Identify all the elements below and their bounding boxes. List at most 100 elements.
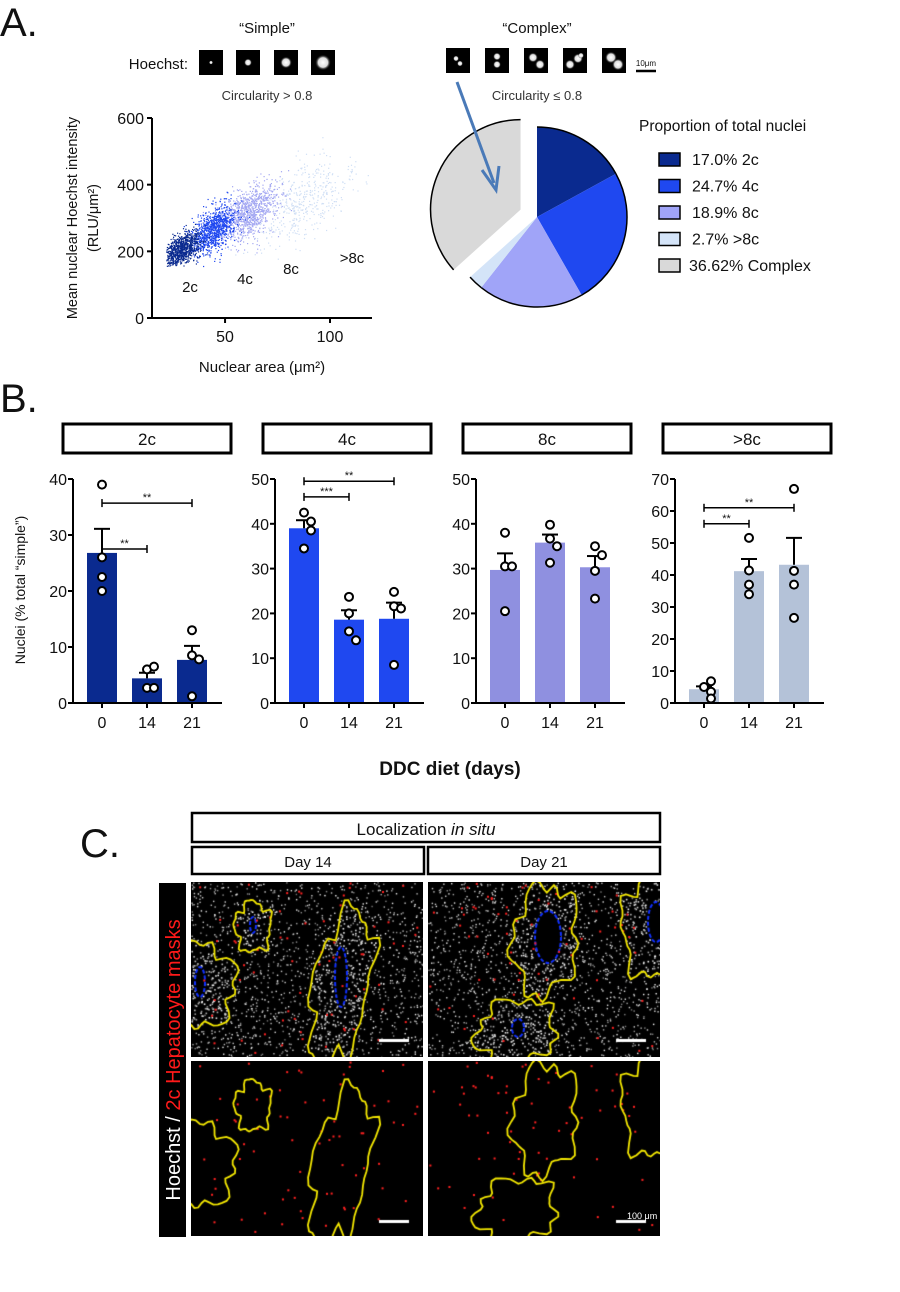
scatter-point [293, 223, 295, 225]
scatter-point [219, 212, 221, 214]
scatter-point [270, 228, 272, 230]
scatter-point [301, 201, 303, 203]
scatter-point [249, 224, 252, 226]
scatter-point [292, 224, 294, 226]
scatter-point [167, 243, 169, 245]
scatter-point [194, 223, 197, 225]
scatter-point [297, 225, 299, 227]
scatter-point [202, 248, 204, 250]
scatter-point [216, 231, 218, 233]
scatter-point [218, 225, 220, 227]
scatter-point [263, 213, 265, 215]
data-point [149, 661, 159, 672]
scatter-point [173, 243, 175, 245]
scatter-point [255, 201, 257, 203]
scatter-point [260, 202, 262, 204]
scatter-point [237, 225, 239, 227]
scatter-point [221, 224, 223, 227]
scatter-point [174, 260, 176, 262]
scatter-point [317, 191, 320, 193]
scatter-point [261, 216, 263, 218]
scatter-point [194, 249, 196, 251]
scatter-point [214, 215, 216, 217]
scatter-point [201, 232, 203, 234]
scatter-point [249, 216, 251, 218]
scatter-point [276, 181, 278, 183]
scatter-point [210, 252, 212, 254]
scatter-point [256, 224, 258, 226]
scatter-point [321, 212, 324, 214]
scatter-point [248, 223, 250, 225]
scatter-point [250, 198, 252, 200]
scatter-point [185, 252, 187, 255]
scatter-point [244, 249, 246, 251]
scatter-point [232, 224, 234, 227]
scatter-point [303, 163, 306, 165]
scatter-point [249, 229, 251, 231]
scatter-point [233, 200, 235, 202]
scatter-point [193, 250, 195, 252]
scatter-point [194, 235, 196, 237]
scatter-point [321, 216, 324, 218]
scatter-point [232, 205, 234, 207]
scatter-point [264, 205, 266, 207]
scatter-point [253, 182, 255, 184]
scatter-point [237, 190, 239, 192]
scatter-point [244, 217, 246, 220]
scatter-point [251, 207, 253, 209]
scatter-point [210, 242, 212, 244]
scatter-point [215, 227, 217, 229]
scatter-point [222, 223, 224, 225]
scatter-point [317, 168, 319, 170]
scatter-point [207, 244, 209, 246]
scatter-point [231, 222, 233, 224]
scatter-point [295, 212, 297, 214]
scatter-point [366, 183, 368, 185]
scatter-point [206, 230, 208, 232]
scatter-point [278, 207, 280, 209]
scatter-point [243, 213, 245, 215]
scatter-point [203, 235, 205, 237]
scatter-point [257, 231, 259, 233]
scatter-point [211, 227, 213, 229]
scatter-point [287, 207, 289, 209]
scatter-point [223, 234, 226, 236]
scatter-point [170, 259, 172, 261]
scatter-point [207, 224, 209, 226]
scatter-point [241, 213, 243, 215]
scatter-point [244, 213, 246, 215]
scatter-point [239, 233, 241, 235]
scatter-y-tick-label: 400 [117, 178, 144, 195]
scatter-point [261, 218, 263, 220]
scatter-point [174, 253, 176, 255]
scatter-point [214, 213, 216, 215]
scatter-point [265, 192, 267, 194]
scatter-point [248, 207, 250, 209]
scatter-point [279, 231, 281, 233]
scatter-point [272, 230, 275, 233]
scatter-point [242, 227, 244, 229]
scatter-point [215, 239, 218, 241]
scatter-point [219, 227, 221, 229]
scatter-point [170, 246, 172, 248]
scatter-point [330, 182, 332, 184]
scatter-point [193, 246, 195, 248]
scatter-point [214, 244, 216, 246]
scatter-point [241, 215, 243, 217]
scatter-point [263, 196, 265, 198]
scatter-point [340, 210, 342, 212]
scatter-point [185, 234, 187, 236]
scatter-point [295, 224, 297, 226]
scatter-point [200, 247, 202, 250]
scatter-point [233, 209, 235, 211]
scatter-point [174, 248, 176, 250]
scatter-point [172, 238, 174, 240]
scatter-point [309, 185, 311, 187]
scatter-point [197, 246, 199, 248]
scatter-point [233, 204, 235, 206]
scatter-point [257, 229, 260, 232]
scatter-point [187, 255, 189, 257]
scatter-point [202, 246, 204, 248]
scatter-point [254, 218, 257, 220]
